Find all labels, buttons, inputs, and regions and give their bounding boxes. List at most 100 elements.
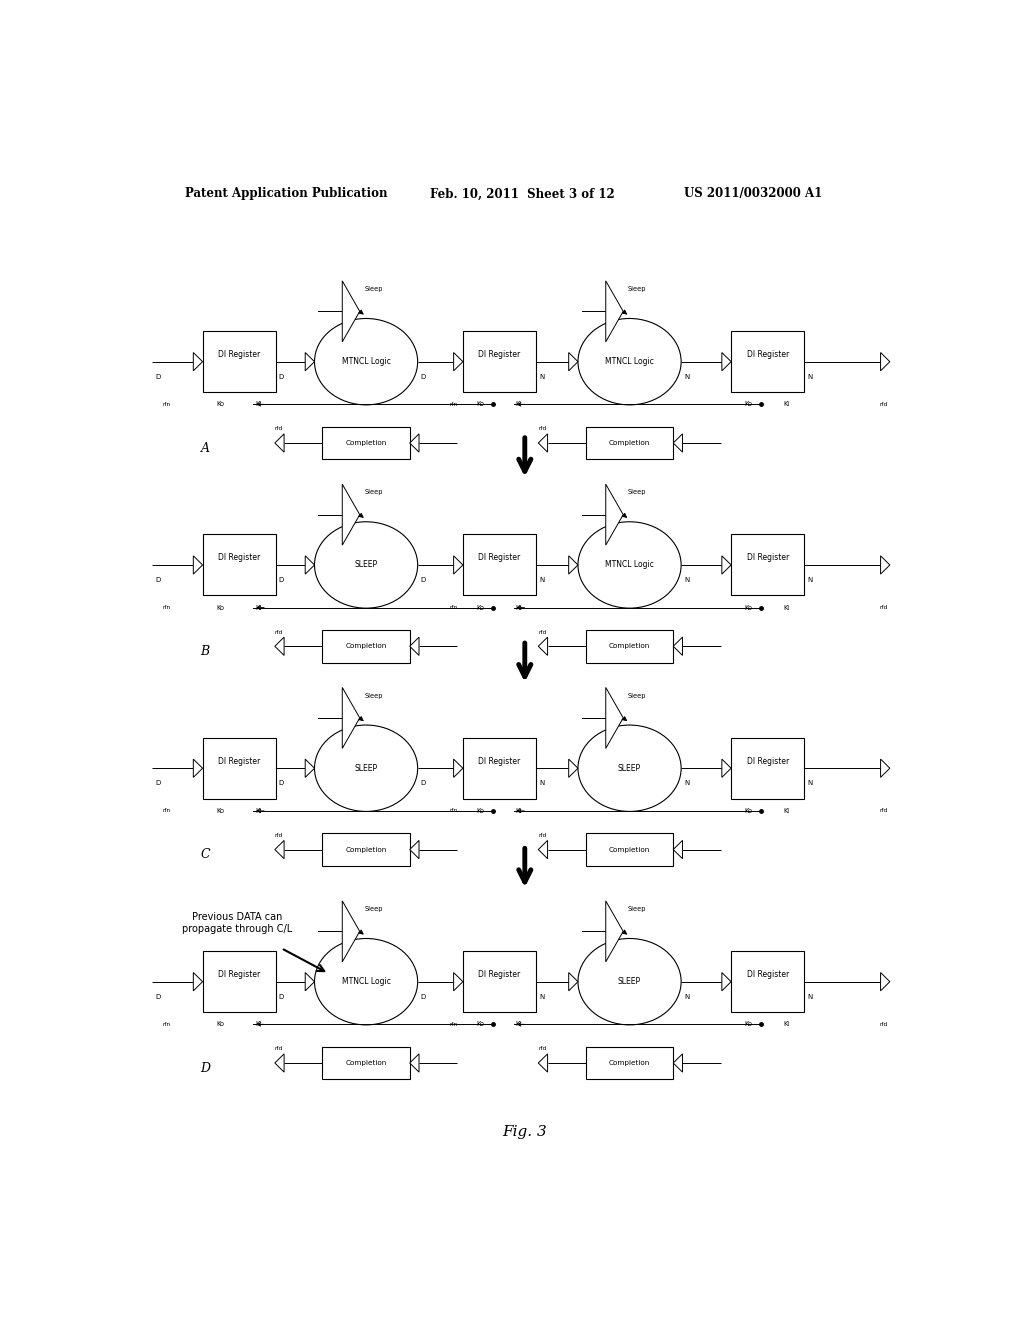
Text: rfd: rfd: [880, 605, 888, 610]
Text: Sleep: Sleep: [628, 286, 646, 292]
Text: DI Register: DI Register: [218, 756, 260, 766]
Ellipse shape: [578, 318, 681, 405]
Text: N: N: [684, 780, 689, 787]
Polygon shape: [454, 352, 463, 371]
FancyBboxPatch shape: [203, 535, 275, 595]
Ellipse shape: [314, 318, 418, 405]
Text: rfd: rfd: [539, 426, 547, 432]
Text: rfd: rfd: [880, 401, 888, 407]
Polygon shape: [722, 352, 731, 371]
Text: DI Register: DI Register: [746, 350, 788, 359]
Text: Feb. 10, 2011  Sheet 3 of 12: Feb. 10, 2011 Sheet 3 of 12: [430, 187, 614, 201]
Text: D: D: [200, 1061, 210, 1074]
FancyBboxPatch shape: [731, 952, 804, 1012]
Text: rfd: rfd: [880, 808, 888, 813]
Text: rfn: rfn: [450, 401, 458, 407]
Polygon shape: [881, 759, 890, 777]
Text: Sleep: Sleep: [365, 286, 383, 292]
Text: rfd: rfd: [274, 833, 283, 838]
Text: N: N: [807, 994, 813, 999]
Polygon shape: [722, 759, 731, 777]
Text: rfn: rfn: [162, 1022, 170, 1027]
Text: N: N: [539, 577, 545, 583]
Polygon shape: [305, 759, 314, 777]
Text: rfn: rfn: [162, 808, 170, 813]
Text: Ko: Ko: [216, 605, 224, 611]
Polygon shape: [305, 352, 314, 371]
Polygon shape: [194, 759, 203, 777]
FancyBboxPatch shape: [586, 426, 673, 459]
Text: DI Register: DI Register: [218, 350, 260, 359]
Text: DI Register: DI Register: [746, 553, 788, 562]
FancyBboxPatch shape: [323, 833, 410, 866]
Text: D: D: [155, 577, 160, 583]
Text: Ko: Ko: [744, 605, 753, 611]
Polygon shape: [539, 841, 548, 859]
Text: rfd: rfd: [274, 630, 283, 635]
Text: Completion: Completion: [345, 1060, 387, 1067]
Text: Ki: Ki: [783, 401, 790, 408]
Polygon shape: [881, 556, 890, 574]
Text: Ki: Ki: [515, 808, 521, 814]
Text: Sleep: Sleep: [365, 490, 383, 495]
FancyBboxPatch shape: [463, 738, 536, 799]
Text: Ko: Ko: [744, 401, 753, 408]
Polygon shape: [673, 1053, 682, 1072]
Text: Ki: Ki: [515, 401, 521, 408]
Text: Ko: Ko: [744, 1022, 753, 1027]
Polygon shape: [606, 900, 624, 962]
Polygon shape: [194, 973, 203, 991]
FancyBboxPatch shape: [203, 331, 275, 392]
Polygon shape: [274, 841, 284, 859]
Text: SLEEP: SLEEP: [618, 977, 641, 986]
Text: N: N: [539, 374, 545, 380]
Text: Ki: Ki: [515, 605, 521, 611]
Text: D: D: [421, 374, 426, 380]
Polygon shape: [305, 973, 314, 991]
Ellipse shape: [314, 521, 418, 609]
Polygon shape: [539, 1053, 548, 1072]
Text: DI Register: DI Register: [746, 970, 788, 979]
Text: SLEEP: SLEEP: [354, 561, 378, 569]
Polygon shape: [342, 900, 359, 962]
Text: D: D: [279, 780, 284, 787]
FancyBboxPatch shape: [586, 833, 673, 866]
Polygon shape: [568, 556, 578, 574]
Text: N: N: [539, 994, 545, 999]
Text: Ko: Ko: [476, 401, 484, 408]
FancyBboxPatch shape: [586, 1047, 673, 1080]
Polygon shape: [342, 281, 359, 342]
Polygon shape: [606, 484, 624, 545]
Text: SLEEP: SLEEP: [618, 764, 641, 772]
FancyBboxPatch shape: [731, 535, 804, 595]
Text: rfn: rfn: [450, 808, 458, 813]
Polygon shape: [410, 841, 419, 859]
Text: N: N: [684, 374, 689, 380]
Text: D: D: [155, 994, 160, 999]
FancyBboxPatch shape: [586, 630, 673, 663]
FancyBboxPatch shape: [323, 630, 410, 663]
Text: rfd: rfd: [539, 833, 547, 838]
Text: N: N: [684, 994, 689, 999]
Text: C: C: [200, 849, 210, 861]
Polygon shape: [881, 352, 890, 371]
Text: rfn: rfn: [450, 605, 458, 610]
Text: Ki: Ki: [255, 605, 261, 611]
Text: rfn: rfn: [450, 1022, 458, 1027]
Text: Ko: Ko: [744, 808, 753, 814]
Text: D: D: [279, 577, 284, 583]
Text: rfn: rfn: [162, 605, 170, 610]
Text: MTNCL Logic: MTNCL Logic: [342, 977, 390, 986]
Ellipse shape: [578, 939, 681, 1024]
Text: A: A: [201, 442, 210, 454]
Polygon shape: [673, 841, 682, 859]
Text: D: D: [155, 374, 160, 380]
Polygon shape: [454, 759, 463, 777]
Polygon shape: [568, 759, 578, 777]
Text: Sleep: Sleep: [365, 693, 383, 698]
Polygon shape: [410, 638, 419, 656]
Polygon shape: [568, 973, 578, 991]
Polygon shape: [410, 434, 419, 453]
Text: N: N: [539, 780, 545, 787]
Polygon shape: [342, 688, 359, 748]
